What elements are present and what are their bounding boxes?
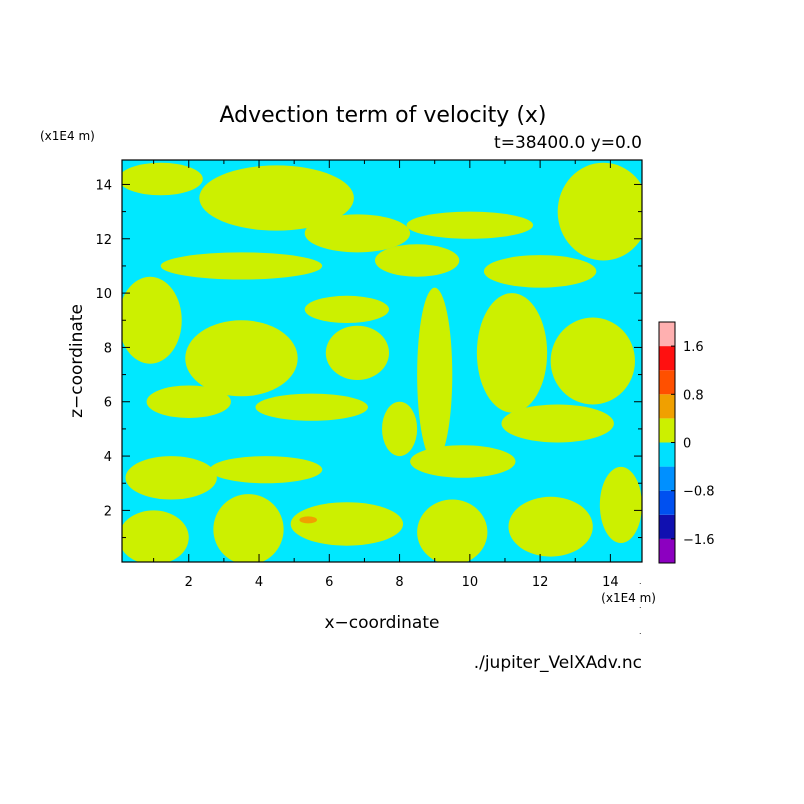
x-tick-label: 4: [255, 575, 263, 590]
contour-region-8: [483, 255, 597, 288]
x-tick-label: 14: [602, 575, 619, 590]
x-tick-label: 10: [462, 575, 479, 590]
contour-region-27: [508, 496, 593, 557]
contour-region-3: [304, 214, 411, 253]
colorbar-tick-label: −0.8: [683, 485, 715, 500]
contour-region-15: [550, 317, 635, 405]
colorbar-swatch: [659, 490, 675, 515]
colorbar-swatch: [659, 538, 675, 563]
colorbar-swatch: [659, 322, 675, 347]
contour-region-9: [122, 276, 182, 364]
y-unit-label: (x1E4 m): [40, 129, 95, 143]
x-axis-label: x−coordinate: [325, 613, 440, 633]
contour-region-21: [209, 456, 323, 484]
colorbar-swatch: [659, 442, 675, 467]
y-tick-label: 8: [104, 341, 112, 356]
x-tick-label: 12: [532, 575, 549, 590]
colorbar-swatch: [659, 418, 675, 443]
source-file-label: ./jupiter_VelXAdv.nc: [474, 653, 642, 673]
contour-region-28: [599, 466, 642, 543]
contour-region-11: [304, 295, 390, 323]
contour-region-22: [410, 445, 516, 478]
y-tick-label: 6: [104, 396, 112, 411]
chart-subtitle: t=38400.0 y=0.0: [494, 133, 642, 153]
contour-field: [122, 160, 642, 562]
colorbar-swatch: [659, 394, 675, 419]
contour-region-23: [122, 510, 189, 562]
contour-region-17: [255, 393, 368, 421]
colorbar: −1.6 −0.8 0 0.8 1.6: [658, 321, 715, 564]
contour-region-7: [374, 244, 460, 277]
x-tick-label: 8: [395, 575, 403, 590]
contour-region-29: [299, 516, 317, 524]
contour-region-4: [406, 211, 534, 239]
contour-region-12: [325, 325, 390, 381]
marker-dot: ˙: [638, 633, 643, 643]
x-tick-label: 2: [185, 575, 193, 590]
y-tick-label: 2: [104, 504, 112, 519]
colorbar-tick-label: −1.6: [683, 533, 715, 548]
colorbar-swatch: [659, 466, 675, 491]
contour-region-18: [382, 401, 418, 457]
contour-region-25: [290, 502, 404, 546]
y-axis-label: z−coordinate: [67, 304, 87, 418]
contour-region-5: [557, 162, 642, 261]
y-tick-label: 10: [95, 287, 112, 302]
colorbar-tick-label: 0.8: [683, 388, 704, 403]
colorbar-swatch: [659, 346, 675, 371]
marker-dot: ˙: [638, 583, 643, 593]
contour-region-26: [417, 499, 488, 562]
plot-frame: [121, 159, 643, 563]
chart-title: Advection term of velocity (x): [219, 103, 546, 128]
colorbar-tick-label: 0: [683, 437, 691, 452]
contour-region-19: [501, 404, 614, 443]
x-unit-label: (x1E4 m): [601, 591, 656, 605]
x-axis: 2 4 6 8 10 12 14: [153, 160, 619, 590]
contour-region-24: [213, 494, 284, 562]
contour-region-13: [417, 287, 453, 462]
y-tick-label: 12: [95, 233, 112, 248]
marker-dot: ˙: [638, 607, 643, 617]
contour-region-20: [125, 456, 217, 500]
y-axis: 2 4 6 8 10 12 14: [95, 178, 642, 539]
contour-region-10: [185, 320, 298, 397]
colorbar-tick-label: 1.6: [683, 340, 704, 355]
contour-region-1: [122, 162, 203, 196]
contour-region-6: [160, 252, 323, 280]
contour-region-16: [146, 385, 231, 419]
y-tick-label: 14: [95, 178, 112, 193]
x-tick-label: 6: [325, 575, 333, 590]
contour-region-2: [199, 165, 354, 231]
colorbar-swatch: [659, 370, 675, 395]
colorbar-swatch: [659, 514, 675, 539]
contour-region-14: [476, 293, 548, 413]
y-tick-label: 4: [104, 450, 112, 465]
